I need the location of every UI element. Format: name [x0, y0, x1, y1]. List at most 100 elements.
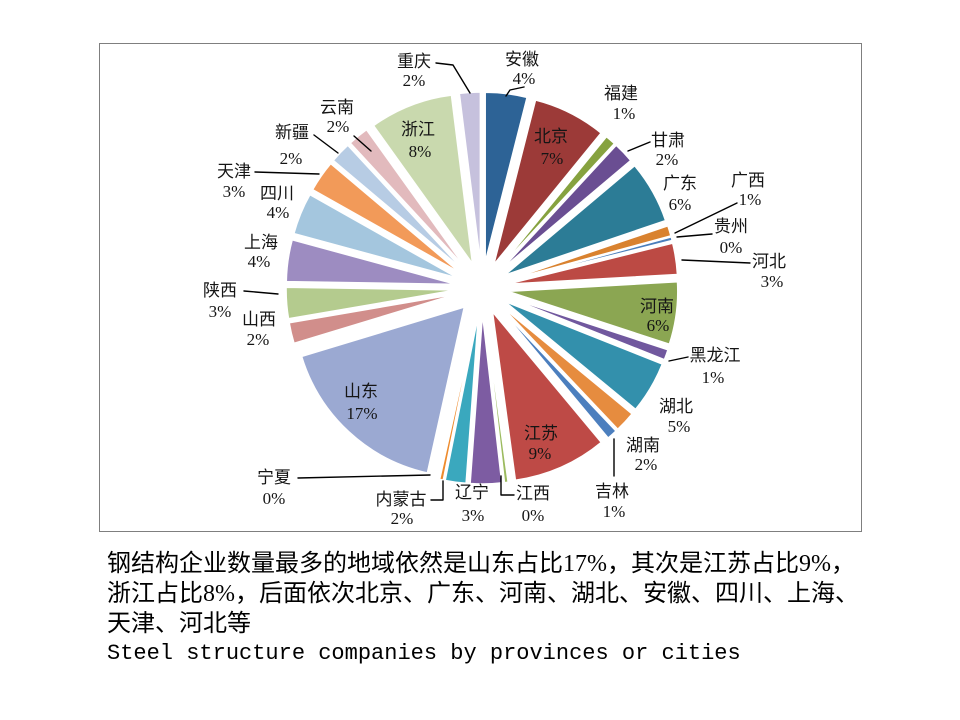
slice-name-label: 福建 [604, 84, 638, 103]
slice-percent-label: 0% [522, 506, 545, 525]
pie-slice-16 [469, 313, 503, 485]
slice-percent-label: 0% [720, 238, 743, 257]
slice-percent-label: 6% [647, 316, 670, 335]
slice-percent-label: 0% [263, 489, 286, 508]
pie-slice-22 [285, 238, 457, 286]
pie-slice-12 [500, 305, 634, 431]
slice-percent-label: 9% [529, 444, 552, 463]
pie-slice-18 [438, 313, 478, 482]
pie-slice-6 [506, 224, 672, 282]
slice-name-label: 甘肃 [651, 131, 685, 150]
label-leader-line [627, 141, 651, 152]
slice-name-label: 吉林 [595, 482, 629, 501]
slice-percent-label: 5% [668, 417, 691, 436]
slice-name-label: 新疆 [275, 123, 309, 142]
pie-slice-24 [311, 162, 462, 274]
slice-percent-label: 2% [635, 455, 658, 474]
pie-slice-11 [503, 300, 664, 411]
slice-percent-label: 6% [669, 195, 692, 214]
pie-slice-26 [349, 128, 467, 269]
label-leader-line [681, 259, 751, 264]
slice-name-label: 重庆 [397, 52, 431, 71]
pie-slice-17 [444, 313, 480, 485]
pie-slice-27 [372, 94, 474, 265]
label-leader-line [676, 233, 713, 238]
slice-percent-label: 4% [513, 69, 536, 88]
slice-name-label: 贵州 [714, 217, 748, 236]
slice-name-label: 辽宁 [455, 483, 489, 502]
caption-line-3: 天津、河北等 [107, 611, 251, 637]
pie-slice-20 [288, 293, 457, 345]
label-leader-line [313, 134, 339, 154]
pie-slice-19 [300, 305, 466, 474]
label-leader-line [353, 135, 372, 152]
pie-slice-13 [498, 306, 618, 440]
pie-slice-1 [484, 91, 528, 263]
slice-percent-label: 1% [739, 190, 762, 209]
label-leader-line [243, 290, 279, 295]
caption-line-1: 钢结构企业数量最多的地域依然是山东占比17%，其次是江苏占比9%， [107, 551, 855, 577]
slice-name-label: 天津 [217, 162, 251, 181]
slice-percent-label: 2% [403, 71, 426, 90]
slice-name-label: 广东 [663, 174, 697, 193]
slice-percent-label: 3% [462, 506, 485, 525]
slice-percent-label: 2% [280, 149, 303, 168]
slice-percent-label: 2% [327, 117, 350, 136]
slice-name-label: 陕西 [203, 281, 237, 300]
slice-percent-label: 4% [267, 203, 290, 222]
slice-name-label: 云南 [320, 98, 354, 117]
slice-name-label: 湖南 [626, 436, 660, 455]
chart-area: 安徽 4% 北京 7% 福建 1% 甘肃 2% 广东 6% 广西 1% 贵州 0% 河北 3% 河南 6% 黑龙江 1… [99, 43, 862, 532]
slice-name-label: 河南 [640, 297, 674, 316]
pie-slice-5 [504, 164, 667, 276]
pie-slice-3 [498, 135, 616, 269]
caption-line-2: 浙江占比8%，后面依次北京、广东、河南、湖北、安徽、四川、上海、 [107, 581, 859, 607]
label-leader-line [500, 475, 515, 496]
slice-percent-label: 1% [603, 502, 626, 521]
pie-slice-10 [506, 296, 669, 361]
caption-block: 钢结构企业数量最多的地域依然是山东占比17%，其次是江苏占比9%， 浙江占比8%… [107, 549, 887, 669]
pie-slice-2 [492, 99, 603, 266]
slice-percent-label: 3% [209, 302, 232, 321]
slice-percent-label: 3% [761, 272, 784, 291]
slice-name-label: 安徽 [505, 50, 539, 69]
pie-slice-15 [484, 313, 509, 484]
pie-slice-23 [292, 193, 459, 279]
slice-name-label: 山西 [242, 310, 276, 329]
label-leader-line [254, 171, 320, 175]
slice-name-label: 江苏 [524, 424, 558, 443]
slice-name-label: 内蒙古 [376, 490, 427, 509]
slice-percent-label: 2% [247, 330, 270, 349]
label-leader-line [435, 62, 471, 94]
slice-name-label: 上海 [244, 233, 278, 252]
slice-name-label: 湖北 [659, 397, 693, 416]
slice-percent-label: 4% [248, 252, 271, 271]
pie-chart: 安徽4%北京7%福建1%甘肃2%广东6%广西1%贵州0%河北3%河南6%黑龙江1… [203, 50, 786, 528]
slice-percent-label: 1% [613, 104, 636, 123]
caption-title-en: Steel structure companies by provinces o… [107, 641, 741, 666]
slice-name-label: 四川 [260, 184, 294, 203]
slice-percent-label: 7% [541, 149, 564, 168]
label-leader-line [668, 356, 689, 362]
slice-percent-label: 2% [656, 150, 679, 169]
slice-name-label: 浙江 [401, 120, 435, 139]
pie-slice-9 [507, 280, 679, 346]
label-leader-line [505, 86, 525, 97]
label-leader-line [430, 480, 444, 501]
slice-name-label: 宁夏 [257, 468, 291, 487]
slice-percent-label: 17% [346, 404, 377, 423]
pie-slice-7 [506, 236, 674, 283]
pie-slice-21 [285, 286, 457, 320]
pie-slice-4 [500, 144, 632, 271]
slice-name-label: 江西 [516, 484, 550, 503]
slice-percent-label: 1% [702, 368, 725, 387]
slice-name-label: 广西 [731, 171, 765, 190]
slice-name-label: 黑龙江 [690, 346, 741, 365]
pie-slice-25 [332, 144, 464, 271]
slice-name-label: 山东 [344, 382, 378, 401]
slice-name-label: 北京 [534, 127, 568, 146]
slice-percent-label: 2% [391, 509, 414, 528]
label-leader-line [297, 474, 431, 479]
pie-slice-14 [491, 309, 603, 482]
